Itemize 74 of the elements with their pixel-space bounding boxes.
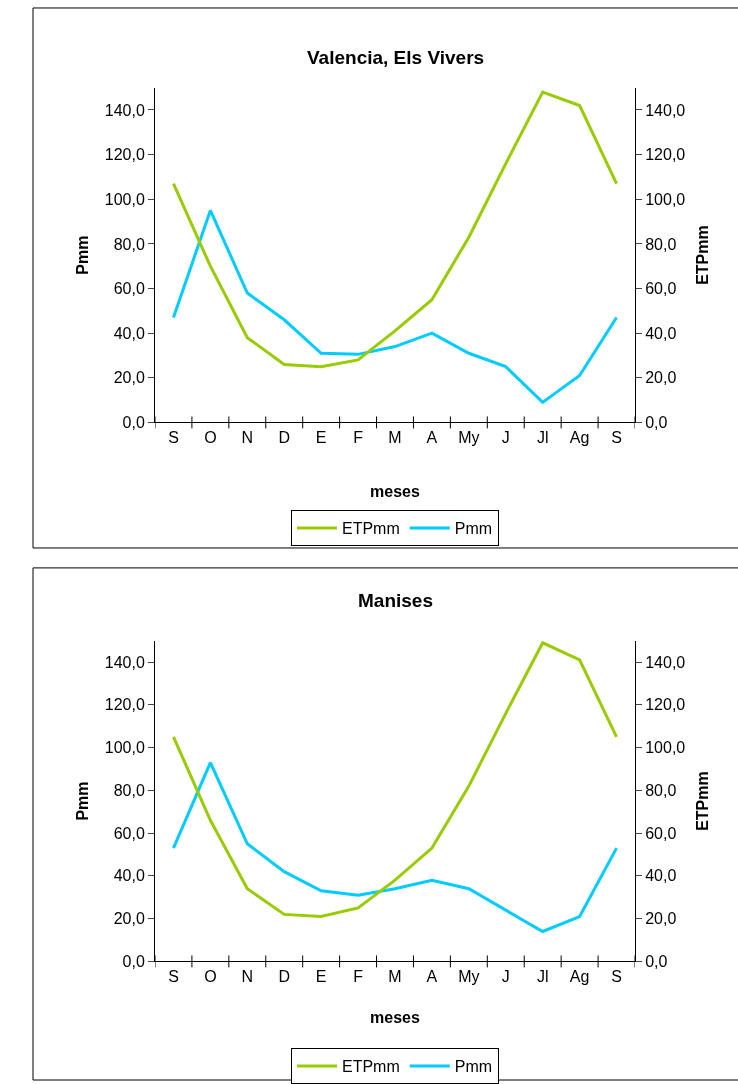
x-tick-label: E — [315, 967, 327, 985]
line-series — [171, 208, 619, 404]
x-tick-label: Jl — [536, 967, 549, 985]
y2-tick-label: 80,0 — [645, 235, 677, 253]
y2-tick-label: 0,0 — [645, 414, 668, 432]
x-tick-label: M — [388, 428, 402, 446]
x-axis-title: meses — [370, 1009, 420, 1026]
y-tick-label: 120,0 — [104, 696, 145, 714]
y2-tick-label: 100,0 — [645, 190, 686, 208]
legend-label: Pmm — [454, 520, 493, 538]
x-tick-label: J — [501, 967, 510, 985]
y2-tick-label: 20,0 — [645, 369, 677, 387]
x-tick-label: My — [458, 428, 480, 446]
x-tick-label: O — [204, 428, 217, 446]
y-tick-label: 40,0 — [113, 867, 145, 885]
y2-tick-label: 40,0 — [645, 324, 677, 342]
y2-tick-label: 100,0 — [645, 739, 686, 757]
y-tick-label: 60,0 — [113, 824, 145, 842]
x-tick-label: F — [353, 967, 364, 985]
x-tick-label: M — [388, 967, 402, 985]
y-tick-label: 0,0 — [122, 953, 145, 971]
line-series — [171, 641, 619, 919]
y2-tick-label: 80,0 — [645, 781, 677, 799]
x-tick-label: My — [458, 967, 480, 985]
x-tick-label: S — [168, 967, 179, 985]
y-tick-label: 80,0 — [113, 781, 145, 799]
y2-tick-label: 0,0 — [645, 953, 668, 971]
y-tick-label: 20,0 — [113, 910, 145, 928]
x-tick-label: D — [278, 967, 291, 985]
y-tick-label: 140,0 — [104, 101, 145, 119]
y-tick-label: 40,0 — [113, 324, 145, 342]
y-tick-label: 120,0 — [104, 146, 145, 164]
y2-tick-label: 120,0 — [645, 146, 686, 164]
y-tick-label: 140,0 — [104, 653, 145, 671]
y2-tick-label: 140,0 — [645, 101, 686, 119]
y2-tick-label: 120,0 — [645, 696, 686, 714]
y-tick-label: 20,0 — [113, 369, 145, 387]
y2-tick-label: 40,0 — [645, 867, 677, 885]
x-tick-label: N — [241, 428, 254, 446]
x-tick-label: E — [315, 428, 327, 446]
line-series — [171, 90, 619, 369]
line-series — [171, 761, 619, 933]
x-tick-label: Jl — [536, 428, 549, 446]
x-tick-label: J — [501, 428, 510, 446]
x-tick-label: A — [426, 967, 438, 985]
y-tick-label: 80,0 — [113, 235, 145, 253]
y2-tick-label: 140,0 — [645, 653, 686, 671]
legend-label: Pmm — [454, 1058, 493, 1076]
x-axis-title: meses — [370, 483, 420, 500]
y-tick-label: 100,0 — [104, 739, 145, 757]
x-tick-label: S — [168, 428, 179, 446]
x-tick-label: N — [241, 967, 254, 985]
y2-tick-label: 60,0 — [645, 280, 677, 298]
x-tick-label: A — [426, 428, 438, 446]
x-tick-label: S — [611, 967, 622, 985]
x-tick-label: Ag — [569, 428, 590, 446]
y2-axis-title: ETPmm — [694, 225, 712, 285]
y2-axis-title: ETPmm — [694, 771, 712, 831]
legend-label: ETPmm — [342, 1058, 400, 1076]
x-tick-label: O — [204, 967, 217, 985]
x-tick-label: S — [611, 428, 622, 446]
chart-title: Manises — [358, 590, 433, 611]
x-tick-label: D — [278, 428, 291, 446]
y-tick-label: 0,0 — [122, 414, 145, 432]
y-axis-title: Pmm — [73, 781, 91, 821]
y-tick-label: 60,0 — [113, 280, 145, 298]
x-tick-label: Ag — [569, 967, 590, 985]
y2-tick-label: 20,0 — [645, 910, 677, 928]
y2-tick-label: 60,0 — [645, 824, 677, 842]
x-tick-label: F — [353, 428, 364, 446]
legend-label: ETPmm — [342, 520, 400, 538]
y-tick-label: 100,0 — [104, 190, 145, 208]
chart-title: Valencia, Els Vivers — [307, 47, 485, 68]
y-axis-title: Pmm — [73, 235, 91, 275]
